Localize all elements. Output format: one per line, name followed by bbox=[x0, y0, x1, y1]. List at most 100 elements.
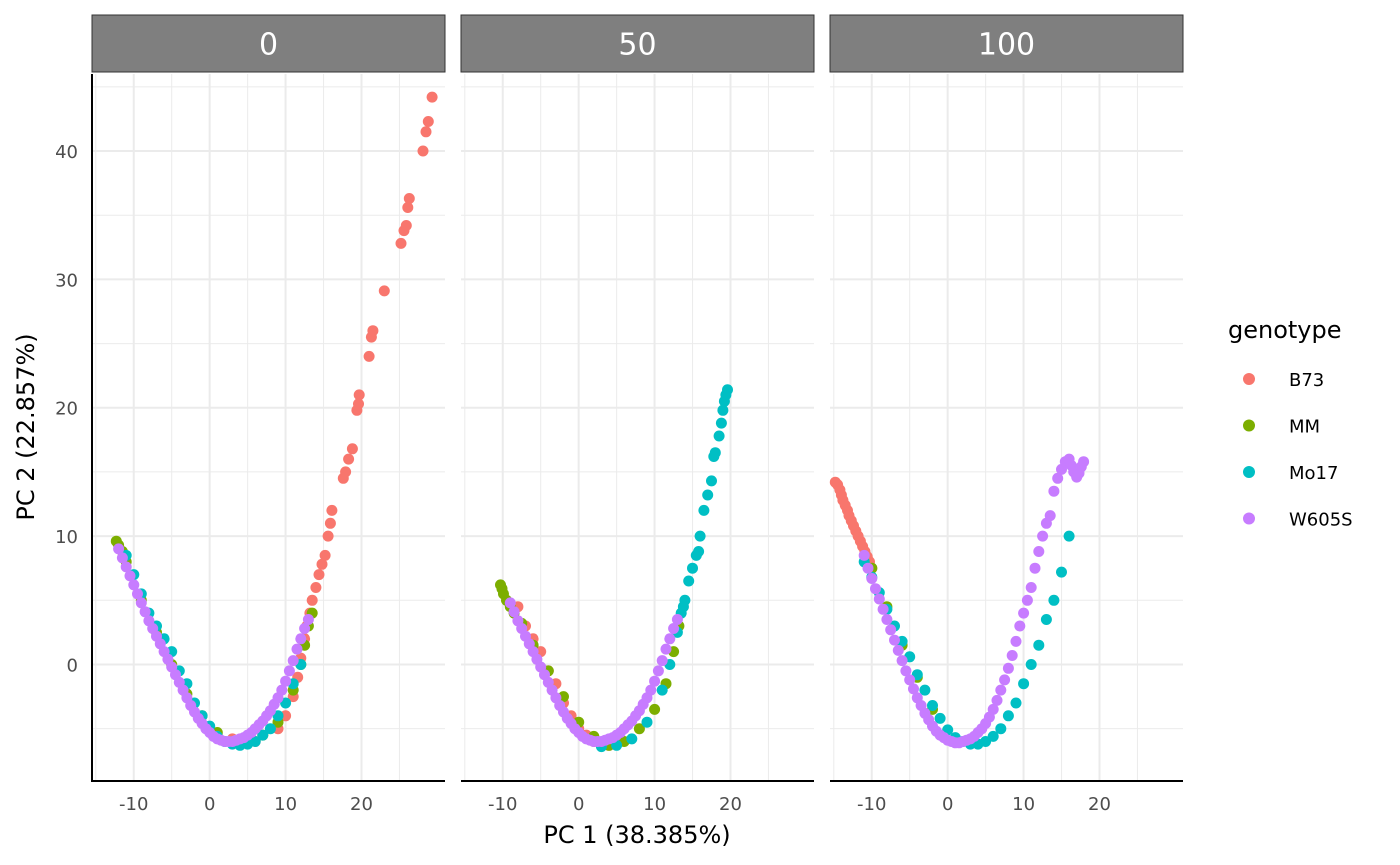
facet-strip-label: 50 bbox=[618, 28, 656, 63]
x-axis-title: PC 1 (38.385%) bbox=[543, 821, 730, 849]
point-B73 bbox=[402, 202, 414, 213]
point-W605S bbox=[645, 684, 657, 696]
legend: genotype B73 MM Mo17 W605S bbox=[1228, 316, 1353, 531]
series-W605S bbox=[858, 453, 1090, 749]
point-W605S bbox=[280, 675, 292, 687]
legend-key bbox=[1243, 512, 1255, 525]
point-B73 bbox=[306, 594, 318, 606]
point-Mo17 bbox=[1056, 566, 1067, 578]
x-tick-label: 10 bbox=[1012, 794, 1035, 815]
facet-strip bbox=[829, 14, 1184, 73]
x-tick-label: -10 bbox=[857, 794, 886, 815]
point-W605S bbox=[508, 606, 520, 618]
legend-entry-MM: MM bbox=[1243, 417, 1320, 438]
grid bbox=[461, 74, 814, 780]
point-Mo17 bbox=[995, 723, 1007, 735]
x-tick-label: 0 bbox=[204, 794, 215, 815]
point-B73 bbox=[417, 145, 429, 157]
point-Mo17 bbox=[717, 404, 729, 416]
point-W605S bbox=[1052, 472, 1064, 484]
point-Mo17 bbox=[709, 447, 721, 459]
point-B73 bbox=[313, 569, 325, 581]
point-B73 bbox=[346, 443, 358, 455]
point-W605S bbox=[873, 593, 885, 605]
point-B73 bbox=[310, 582, 322, 593]
point-B73 bbox=[353, 389, 365, 401]
point-W605S bbox=[128, 579, 140, 591]
point-B73 bbox=[319, 549, 331, 561]
x-tick-label: -10 bbox=[119, 794, 148, 815]
point-W605S bbox=[664, 633, 676, 645]
point-Mo17 bbox=[683, 575, 695, 587]
point-W605S bbox=[1033, 546, 1045, 557]
legend-label: MM bbox=[1289, 417, 1320, 438]
legend-entry-Mo17: Mo17 bbox=[1243, 463, 1338, 484]
point-W605S bbox=[991, 694, 1003, 706]
point-W605S bbox=[892, 644, 904, 656]
point-Mo17 bbox=[1010, 697, 1022, 709]
point-W605S bbox=[671, 614, 683, 625]
point-Mo17 bbox=[693, 546, 705, 557]
point-W605S bbox=[113, 543, 125, 555]
x-tick-label: 20 bbox=[1088, 794, 1111, 815]
point-W605S bbox=[299, 623, 311, 634]
point-B73 bbox=[326, 504, 338, 516]
point-Mo17 bbox=[679, 594, 691, 606]
point-W605S bbox=[1010, 635, 1022, 647]
point-W605S bbox=[1037, 530, 1049, 542]
x-tick-label: 0 bbox=[573, 794, 584, 815]
y-tick-label: 40 bbox=[55, 142, 78, 163]
point-Mo17 bbox=[987, 730, 999, 742]
point-W605S bbox=[652, 665, 664, 677]
point-B73 bbox=[343, 453, 355, 465]
series-Mo17 bbox=[120, 549, 307, 751]
point-Mo17 bbox=[687, 562, 698, 574]
point-W605S bbox=[120, 561, 132, 573]
y-tick-label: 0 bbox=[67, 655, 78, 676]
point-W605S bbox=[1002, 662, 1014, 674]
point-B73 bbox=[378, 285, 390, 297]
point-Mo17 bbox=[706, 475, 717, 487]
point-Mo17 bbox=[257, 729, 269, 741]
facet-strip-label: 100 bbox=[978, 28, 1035, 63]
point-MM bbox=[633, 723, 645, 735]
point-W605S bbox=[900, 665, 912, 677]
point-W605S bbox=[858, 549, 870, 561]
point-B73 bbox=[316, 558, 328, 570]
series-B73 bbox=[829, 476, 878, 574]
point-W605S bbox=[668, 623, 680, 634]
grid bbox=[830, 74, 1183, 780]
y-tick-label: 30 bbox=[55, 270, 78, 291]
point-W605S bbox=[877, 603, 889, 615]
point-B73 bbox=[395, 237, 407, 249]
point-Mo17 bbox=[698, 504, 710, 516]
point-Mo17 bbox=[702, 489, 714, 501]
point-W605S bbox=[896, 655, 908, 667]
facet-strip-label: 0 bbox=[259, 28, 278, 63]
x-tick-label: 10 bbox=[274, 794, 297, 815]
x-tick-label: 10 bbox=[643, 794, 666, 815]
facet-panel-50: 50 -10 0 10 20 bbox=[460, 14, 815, 815]
point-Mo17 bbox=[919, 684, 931, 696]
point-Mo17 bbox=[694, 530, 706, 542]
point-W605S bbox=[987, 703, 999, 715]
point-W605S bbox=[132, 588, 143, 600]
y-axis-title: PC 2 (22.857%) bbox=[12, 333, 40, 520]
point-Mo17 bbox=[715, 417, 727, 429]
point-Mo17 bbox=[264, 723, 276, 735]
point-Mo17 bbox=[626, 733, 638, 745]
point-Mo17 bbox=[1025, 659, 1037, 670]
point-Mo17 bbox=[1040, 614, 1052, 625]
point-W605S bbox=[124, 570, 136, 582]
point-B73 bbox=[420, 126, 432, 138]
facet-panel-100: 100 -10 0 10 20 bbox=[829, 14, 1184, 815]
point-W605S bbox=[889, 634, 900, 646]
point-W605S bbox=[139, 606, 151, 618]
point-W605S bbox=[866, 573, 878, 584]
point-W605S bbox=[1006, 650, 1018, 661]
point-W605S bbox=[1018, 607, 1030, 619]
y-tick-label: 20 bbox=[55, 399, 78, 420]
point-W605S bbox=[1021, 594, 1033, 606]
point-Mo17 bbox=[249, 736, 261, 747]
